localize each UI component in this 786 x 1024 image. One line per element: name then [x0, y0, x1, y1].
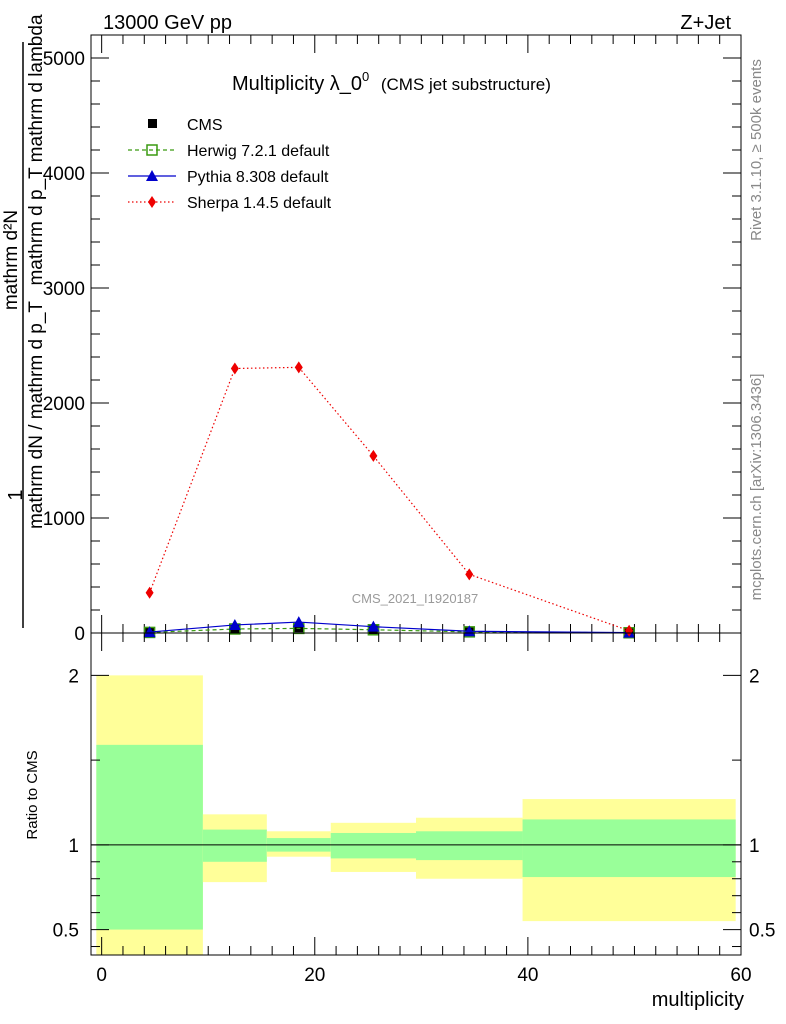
legend-herwig-marker	[146, 144, 158, 156]
main-ytick-label: 0	[74, 624, 85, 645]
legend-sherpa-marker	[148, 196, 156, 208]
ratio-band-inner	[96, 744, 203, 930]
ratio-y-label: Ratio to CMS	[24, 750, 41, 839]
ratio-band-inner	[202, 829, 267, 862]
y-label-one: 1	[5, 489, 27, 500]
ratio-bands	[96, 675, 736, 955]
ratio-x-ticks: 0 20 40 60	[96, 633, 752, 986]
ratio-band-inner	[416, 831, 523, 861]
source-label: mcplots.cern.ch [arXiv:1306.3436]	[748, 374, 765, 601]
ratio-xtick-label: 60	[730, 965, 751, 986]
analysis-id-label: CMS_2021_I1920187	[352, 591, 479, 606]
legend: CMS Herwig 7.2.1 default Pythia 8.308 de…	[128, 117, 332, 212]
main-plot-title: Multiplicity λ_00 (CMS jet substructure)	[232, 64, 551, 95]
ratio-band-inner	[522, 819, 736, 878]
ratio-band-inner	[330, 832, 416, 859]
main-y-axis-label: 1 mathrm dN / mathrm d p_T mathrm d²N ma…	[1, 14, 47, 628]
ratio-xtick-label: 0	[96, 965, 107, 986]
process-label: Z+Jet	[680, 12, 731, 34]
series-line-3	[149, 366, 630, 632]
ratio-ytick-label-right: 1	[749, 836, 760, 857]
ratio-y-ticks: 0.5 0.5 1 1 2 2	[53, 666, 775, 948]
pythia-data-point	[463, 625, 476, 637]
ratio-ytick-label-right: 0.5	[749, 921, 775, 942]
main-series	[101, 35, 742, 639]
legend-cms-marker	[148, 119, 157, 128]
sherpa-data-point	[230, 362, 239, 375]
y-label-denominator: mathrm dN / mathrm d p_T	[26, 301, 47, 529]
ratio-ytick-label-right: 2	[749, 666, 760, 687]
legend-sherpa-label: Sherpa 1.4.5 default	[187, 195, 332, 212]
sherpa-data-point	[369, 449, 378, 462]
y-label-dpt-dlambda: mathrm d p_T mathrm d lambda	[26, 14, 47, 285]
main-ytick-label: 4000	[43, 164, 85, 185]
ratio-ytick-label-left: 2	[68, 666, 79, 687]
ratio-ytick-label-left: 1	[68, 836, 79, 857]
legend-pythia-label: Pythia 8.308 default	[187, 169, 329, 186]
main-y-ticks: 0 1000 2000 3000 4000 5000	[43, 49, 741, 645]
legend-pythia-marker	[146, 170, 158, 181]
main-ytick-label: 2000	[43, 394, 85, 415]
pythia-data-point	[367, 620, 380, 632]
sherpa-data-point	[294, 361, 303, 374]
pythia-data-point	[143, 626, 156, 638]
ratio-ytick-label-left: 0.5	[53, 921, 79, 942]
ratio-plot-frame	[90, 632, 742, 956]
sherpa-data-point	[625, 624, 634, 637]
legend-herwig-label: Herwig 7.2.1 default	[187, 143, 330, 160]
ratio-xtick-label: 40	[517, 965, 538, 986]
energy-label: 13000 GeV pp	[103, 12, 232, 34]
sherpa-data-point	[465, 568, 474, 581]
y-label-d2n: mathrm d²N	[1, 210, 22, 310]
ratio-xtick-label: 20	[304, 965, 325, 986]
pythia-data-point	[292, 616, 305, 628]
sherpa-data-point	[145, 586, 154, 599]
series-line-2	[149, 621, 630, 634]
pythia-data-point	[228, 618, 241, 630]
x-axis-label: multiplicity	[652, 989, 744, 1011]
rivet-label: Rivet 3.1.10, ≥ 500k events	[748, 59, 765, 241]
main-ytick-label: 5000	[43, 49, 85, 70]
main-ytick-label: 1000	[43, 509, 85, 530]
legend-cms-label: CMS	[187, 117, 223, 134]
main-ytick-label: 3000	[43, 279, 85, 300]
